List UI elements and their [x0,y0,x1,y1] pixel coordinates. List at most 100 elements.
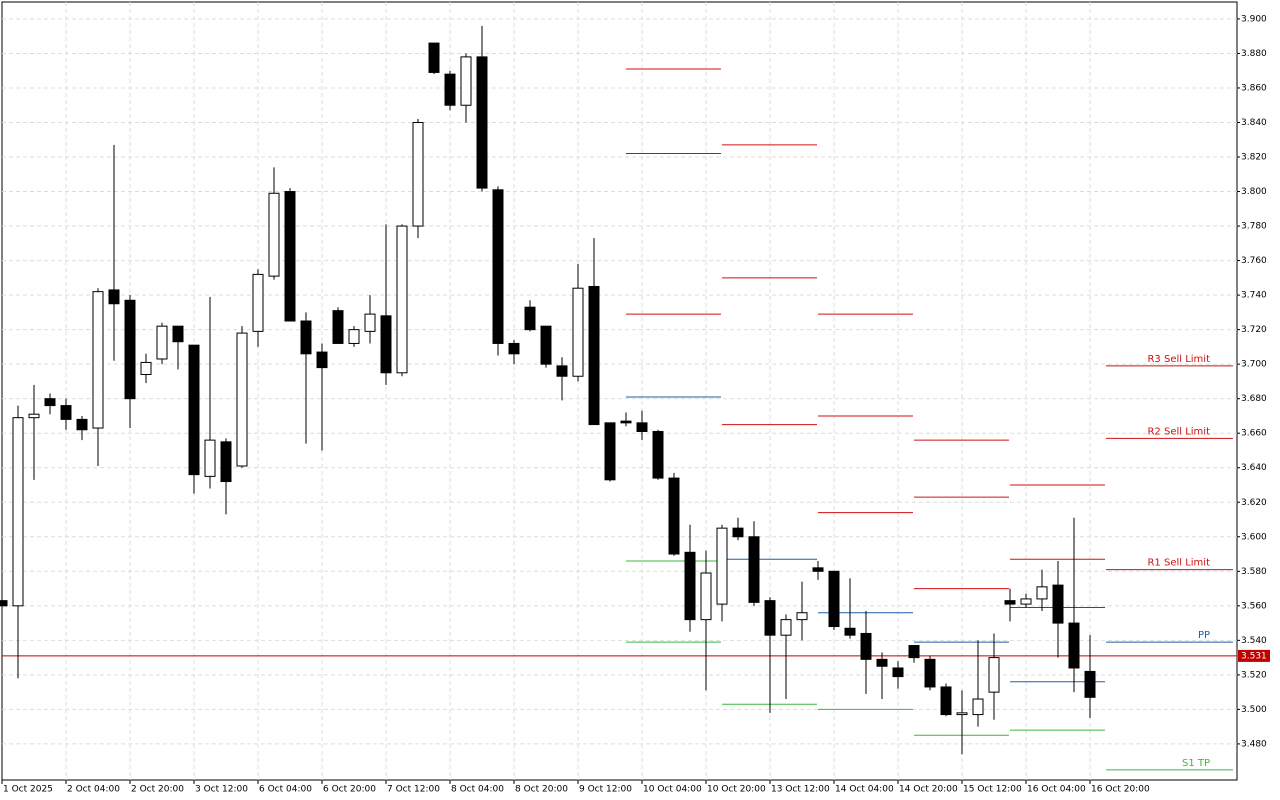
candle-body [940,686,952,716]
candle-body [908,645,920,659]
candle-body [828,570,840,628]
candle-body [732,527,744,538]
y-tick-label: 3.780 [1241,222,1267,232]
x-tick-label: 2 Oct 20:00 [131,785,184,795]
x-tick-label: 1 Oct 2025 [3,785,53,795]
plot-frame [1,1,1238,781]
candle-body [924,658,936,688]
y-tick-label: 3.640 [1241,463,1267,473]
candle-body [1068,622,1080,669]
y-tick-label: 3.800 [1241,187,1267,197]
candle-body [1020,598,1032,605]
y-tick-label: 3.540 [1241,636,1267,646]
y-tick-label: 3.840 [1241,118,1267,128]
candle-body [108,289,120,305]
candle-body [188,344,200,476]
candle-body [652,430,664,479]
order-level-label: R1 Sell Limit [1147,558,1210,569]
candle-body [268,192,280,277]
y-tick-label: 3.480 [1241,739,1267,749]
x-tick-label: 16 Oct 04:00 [1027,785,1086,795]
candle-body [140,361,152,376]
candle-body [460,56,472,106]
candle-body [764,600,776,636]
x-tick-label: 14 Oct 20:00 [899,785,958,795]
candle-body [524,306,536,331]
candle-body [876,658,888,667]
x-tick-label: 2 Oct 04:00 [67,785,120,795]
candle-body [300,320,312,355]
candle-body [588,285,600,426]
candle-body [556,365,568,377]
candle-body [156,325,168,360]
candle-body [396,225,408,374]
candle-body [636,422,648,432]
x-tick-label: 9 Oct 12:00 [579,785,632,795]
x-tick-label: 8 Oct 20:00 [515,785,568,795]
candle-body [1036,586,1048,600]
candle-body [28,413,40,419]
candle-body [204,439,216,477]
x-tick-label: 10 Oct 20:00 [707,785,766,795]
candle-body [620,420,632,424]
candle-body [380,315,392,374]
y-tick-label: 3.760 [1241,256,1267,266]
order-level-label: S1 TP [1182,758,1210,769]
y-tick-label: 3.660 [1241,429,1267,439]
x-tick-label: 14 Oct 04:00 [835,785,894,795]
y-tick-label: 3.680 [1241,394,1267,404]
candle-body [12,417,24,607]
x-tick-label: 7 Oct 12:00 [387,785,440,795]
candle-body [1084,670,1096,698]
x-tick-label: 8 Oct 04:00 [451,785,504,795]
candle-body [540,325,552,365]
candle-body [668,477,680,555]
candle-body [76,418,88,431]
y-tick-label: 3.520 [1241,670,1267,680]
candle-body [892,667,904,678]
y-tick-label: 3.860 [1241,83,1267,93]
candle-body [1052,584,1064,624]
order-level-label: R2 Sell Limit [1147,426,1210,437]
x-tick-label: 16 Oct 20:00 [1091,785,1150,795]
candle-body [476,56,488,189]
y-tick-label: 3.720 [1241,325,1267,335]
x-tick-label: 15 Oct 12:00 [963,785,1022,795]
y-tick-label: 3.740 [1241,291,1267,301]
candle-body [956,712,968,716]
candle-body [92,291,104,429]
candle-body [684,551,696,621]
y-tick-label: 3.620 [1241,498,1267,508]
y-tick-label: 3.580 [1241,567,1267,577]
x-tick-label: 6 Oct 20:00 [323,785,376,795]
y-tick-label: 3.500 [1241,705,1267,715]
candle-body [604,422,616,481]
candle-body [444,73,456,106]
candle-body [348,329,360,344]
candle-body [412,121,424,227]
candle-body [748,536,760,603]
candle-body [972,698,984,716]
candle-body [284,191,296,322]
candle-body [860,632,872,660]
candle-body [572,287,584,377]
order-level-label: PP [1198,630,1210,641]
current-price-label: 3.531 [1241,651,1267,661]
candle-body [252,273,264,332]
candle-body [60,405,72,420]
y-tick-label: 3.820 [1241,153,1267,163]
candle-body [316,351,328,369]
candle-body [812,567,824,572]
x-tick-label: 13 Oct 12:00 [771,785,830,795]
y-tick-label: 3.600 [1241,532,1267,542]
y-tick-label: 3.560 [1241,601,1267,611]
x-tick-label: 10 Oct 04:00 [643,785,702,795]
y-tick-label: 3.700 [1241,360,1267,370]
candle-body [364,313,376,332]
candle-body [1004,600,1016,605]
candle-body [332,310,344,344]
candle-body [0,600,8,607]
y-tick-label: 3.880 [1241,49,1267,59]
